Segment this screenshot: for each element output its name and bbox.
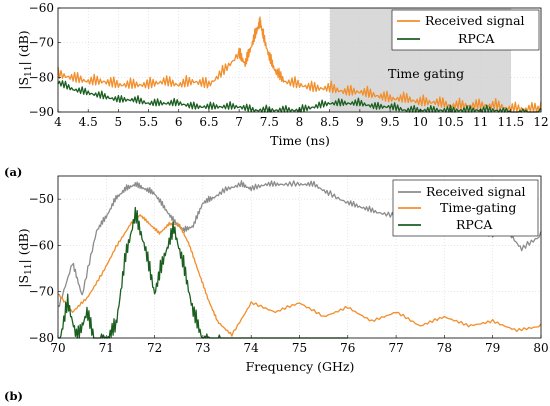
x-tick-label: 11 bbox=[473, 115, 488, 129]
y-tick-label: −70 bbox=[29, 36, 54, 50]
x-tick-label: 7 bbox=[235, 115, 243, 129]
x-tick-label: 5.5 bbox=[139, 115, 158, 129]
chart-time-domain: 4 4.5 5 5.5 6 6.5 7 7.5 8 8.5 9 9.5 10 10.5 11 11.5 12 −6… bbox=[4, 1, 549, 179]
x-tick-label: 6.5 bbox=[199, 115, 218, 129]
legend-box bbox=[391, 9, 540, 51]
x-tick-label: 72 bbox=[147, 341, 162, 355]
legend-label-received: Received signal bbox=[425, 13, 525, 28]
x-tick-label: 11.5 bbox=[497, 115, 524, 129]
x-tick-label: 77 bbox=[388, 341, 403, 355]
x-axis-label: Frequency (GHz) bbox=[246, 359, 355, 374]
x-tick-label: 71 bbox=[99, 341, 114, 355]
panel-label-b: (b) bbox=[4, 389, 23, 403]
x-tick-label: 70 bbox=[50, 341, 65, 355]
series-received-signal-line bbox=[57, 16, 542, 113]
x-tick-label: 73 bbox=[195, 341, 210, 355]
legend-label-time-gating: Time-gating bbox=[440, 200, 516, 215]
y-tick-label: −80 bbox=[29, 331, 54, 345]
chart-frequency-domain: 70 71 72 73 74 75 76 77 78 79 80 −50 −60 −70 −80 Recei… bbox=[4, 175, 549, 403]
legend-label-rpca: RPCA bbox=[458, 31, 495, 46]
x-tick-label: 10.5 bbox=[437, 115, 464, 129]
x-tick-label: 80 bbox=[533, 341, 548, 355]
x-tick-label: 10 bbox=[413, 115, 428, 129]
x-tick-label: 4.5 bbox=[79, 115, 98, 129]
legend: Received signal Time-gating RPCA bbox=[392, 179, 539, 237]
x-tick-label: 12 bbox=[533, 115, 548, 129]
x-tick-label: 8 bbox=[296, 115, 304, 129]
y-tick-label: −60 bbox=[29, 238, 54, 252]
x-tick-label: 75 bbox=[292, 341, 307, 355]
y-tick-label: −60 bbox=[29, 1, 54, 15]
svg-text:|S11| (dB): |S11| (dB) bbox=[16, 228, 34, 287]
y-tick-label: −50 bbox=[29, 192, 54, 206]
x-tick-label: 7.5 bbox=[260, 115, 279, 129]
legend: Received signal RPCA bbox=[391, 9, 540, 51]
x-tick-label: 5 bbox=[115, 115, 123, 129]
legend-label-received: Received signal bbox=[426, 184, 526, 199]
panel-label-a: (a) bbox=[4, 165, 22, 179]
y-tick-label: −70 bbox=[29, 285, 54, 299]
y-tick-label: −90 bbox=[29, 105, 54, 119]
x-tick-label: 4 bbox=[54, 115, 62, 129]
legend-label-rpca: RPCA bbox=[456, 217, 493, 232]
series-rpca-line bbox=[57, 80, 542, 113]
x-tick-label: 8.5 bbox=[320, 115, 339, 129]
svg-text:|S11| (dB): |S11| (dB) bbox=[16, 30, 34, 89]
x-tick-label: 79 bbox=[485, 341, 500, 355]
x-tick-label: 74 bbox=[244, 341, 260, 355]
x-axis-label: Time (ns) bbox=[270, 133, 330, 148]
x-tick-label: 9.5 bbox=[381, 115, 400, 129]
y-axis-label: |S11| (dB) bbox=[16, 228, 34, 287]
series-time-gating-line bbox=[57, 214, 542, 337]
x-tick-label: 9 bbox=[356, 115, 364, 129]
x-tick-label: 78 bbox=[437, 341, 452, 355]
y-tick-label: −80 bbox=[29, 70, 54, 84]
y-axis-label: |S11| (dB) bbox=[16, 30, 34, 89]
time-gating-annotation: Time gating bbox=[388, 66, 464, 81]
x-tick-label: 6 bbox=[175, 115, 183, 129]
x-tick-label: 76 bbox=[340, 341, 355, 355]
